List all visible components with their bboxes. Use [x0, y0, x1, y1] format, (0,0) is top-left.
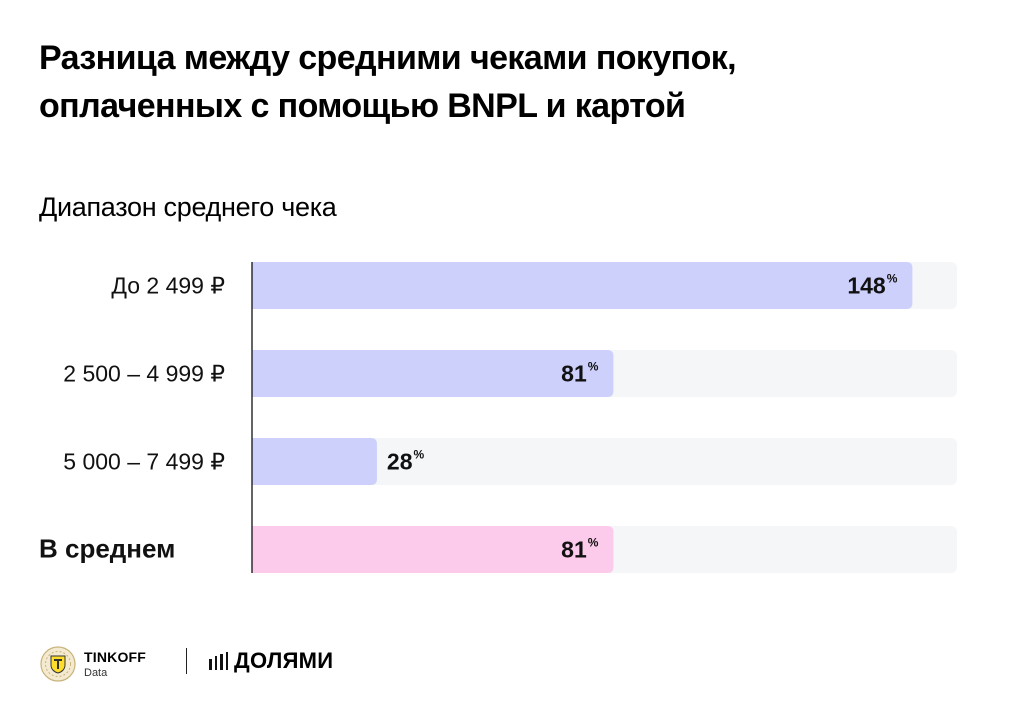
category-label: До 2 499 ₽	[111, 273, 225, 299]
tinkoff-shield-icon	[40, 646, 76, 682]
y-axis-label: Диапазон среднего чека	[39, 192, 337, 222]
category-label: 2 500 – 4 999 ₽	[63, 361, 225, 387]
chart-title-line-2: оплаченных с помощью BNPL и картой	[39, 87, 686, 125]
four-bars-icon	[209, 652, 228, 670]
value-label: 28%	[387, 448, 425, 475]
bar	[252, 262, 913, 309]
bar	[252, 438, 377, 485]
value-label: 148%	[847, 272, 897, 299]
value-label: 81%	[561, 536, 599, 563]
partner-name: ДОЛЯМИ	[234, 648, 334, 673]
footer-divider	[186, 648, 187, 674]
tinkoff-logo: TINKOFF Data	[38, 644, 146, 684]
chart-title-line-1: Разница между средними чеками покупок,	[39, 39, 737, 77]
brand-sub: Data	[84, 666, 108, 679]
bar-track	[252, 438, 957, 485]
bar	[252, 526, 614, 573]
category-label: 5 000 – 7 499 ₽	[63, 449, 225, 475]
bar	[252, 350, 614, 397]
brand-name: TINKOFF	[84, 648, 147, 665]
value-label: 81%	[561, 360, 599, 387]
chart-title: Разница между средними чеками покупок, о…	[39, 34, 939, 130]
category-label: В среднем	[39, 534, 175, 564]
dolyami-logo: ДОЛЯМИ	[209, 648, 333, 674]
